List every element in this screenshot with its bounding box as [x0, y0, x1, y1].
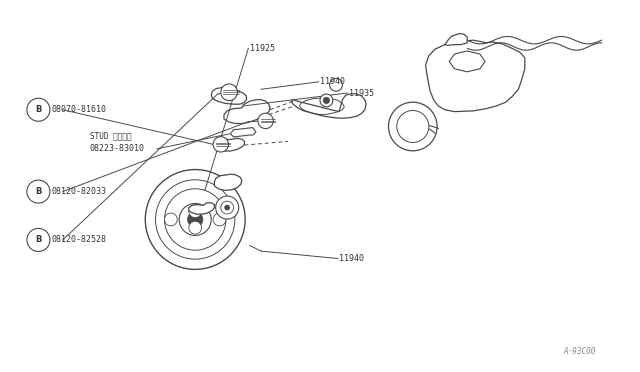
Circle shape — [221, 84, 237, 100]
Circle shape — [188, 212, 203, 227]
Circle shape — [145, 170, 245, 269]
Polygon shape — [224, 100, 270, 124]
Circle shape — [164, 189, 226, 250]
Circle shape — [216, 196, 239, 219]
Circle shape — [164, 213, 177, 226]
Polygon shape — [449, 51, 485, 72]
Circle shape — [27, 228, 50, 251]
Circle shape — [27, 180, 50, 203]
Polygon shape — [214, 174, 242, 190]
Text: 08223-83010: 08223-83010 — [90, 144, 145, 153]
Text: STUD スタッド: STUD スタッド — [90, 131, 131, 140]
Circle shape — [213, 213, 226, 226]
Text: 11940: 11940 — [320, 77, 345, 86]
Polygon shape — [291, 94, 366, 118]
Text: 08070-81610: 08070-81610 — [51, 105, 106, 114]
Circle shape — [397, 110, 429, 142]
Polygon shape — [216, 138, 244, 151]
Circle shape — [258, 113, 273, 129]
Circle shape — [189, 205, 202, 218]
Polygon shape — [445, 33, 467, 45]
Circle shape — [225, 205, 230, 210]
Circle shape — [179, 203, 211, 235]
Text: B: B — [35, 235, 42, 244]
Text: B: B — [35, 187, 42, 196]
Text: 11925: 11925 — [250, 44, 275, 53]
Circle shape — [27, 98, 50, 121]
Text: 08120-82528: 08120-82528 — [51, 235, 106, 244]
Circle shape — [156, 180, 235, 259]
Polygon shape — [426, 40, 525, 112]
Text: 11935: 11935 — [349, 89, 374, 97]
Circle shape — [320, 94, 333, 107]
Text: A·93C00: A·93C00 — [563, 347, 595, 356]
Circle shape — [213, 137, 228, 152]
Circle shape — [189, 221, 202, 234]
Circle shape — [323, 97, 330, 104]
Polygon shape — [189, 203, 214, 214]
Polygon shape — [211, 87, 246, 104]
Text: B: B — [35, 105, 42, 114]
Text: 11940: 11940 — [339, 254, 364, 263]
Circle shape — [330, 78, 342, 91]
Circle shape — [221, 201, 234, 214]
Text: 08120-82033: 08120-82033 — [51, 187, 106, 196]
Circle shape — [388, 102, 437, 151]
Polygon shape — [230, 128, 256, 137]
